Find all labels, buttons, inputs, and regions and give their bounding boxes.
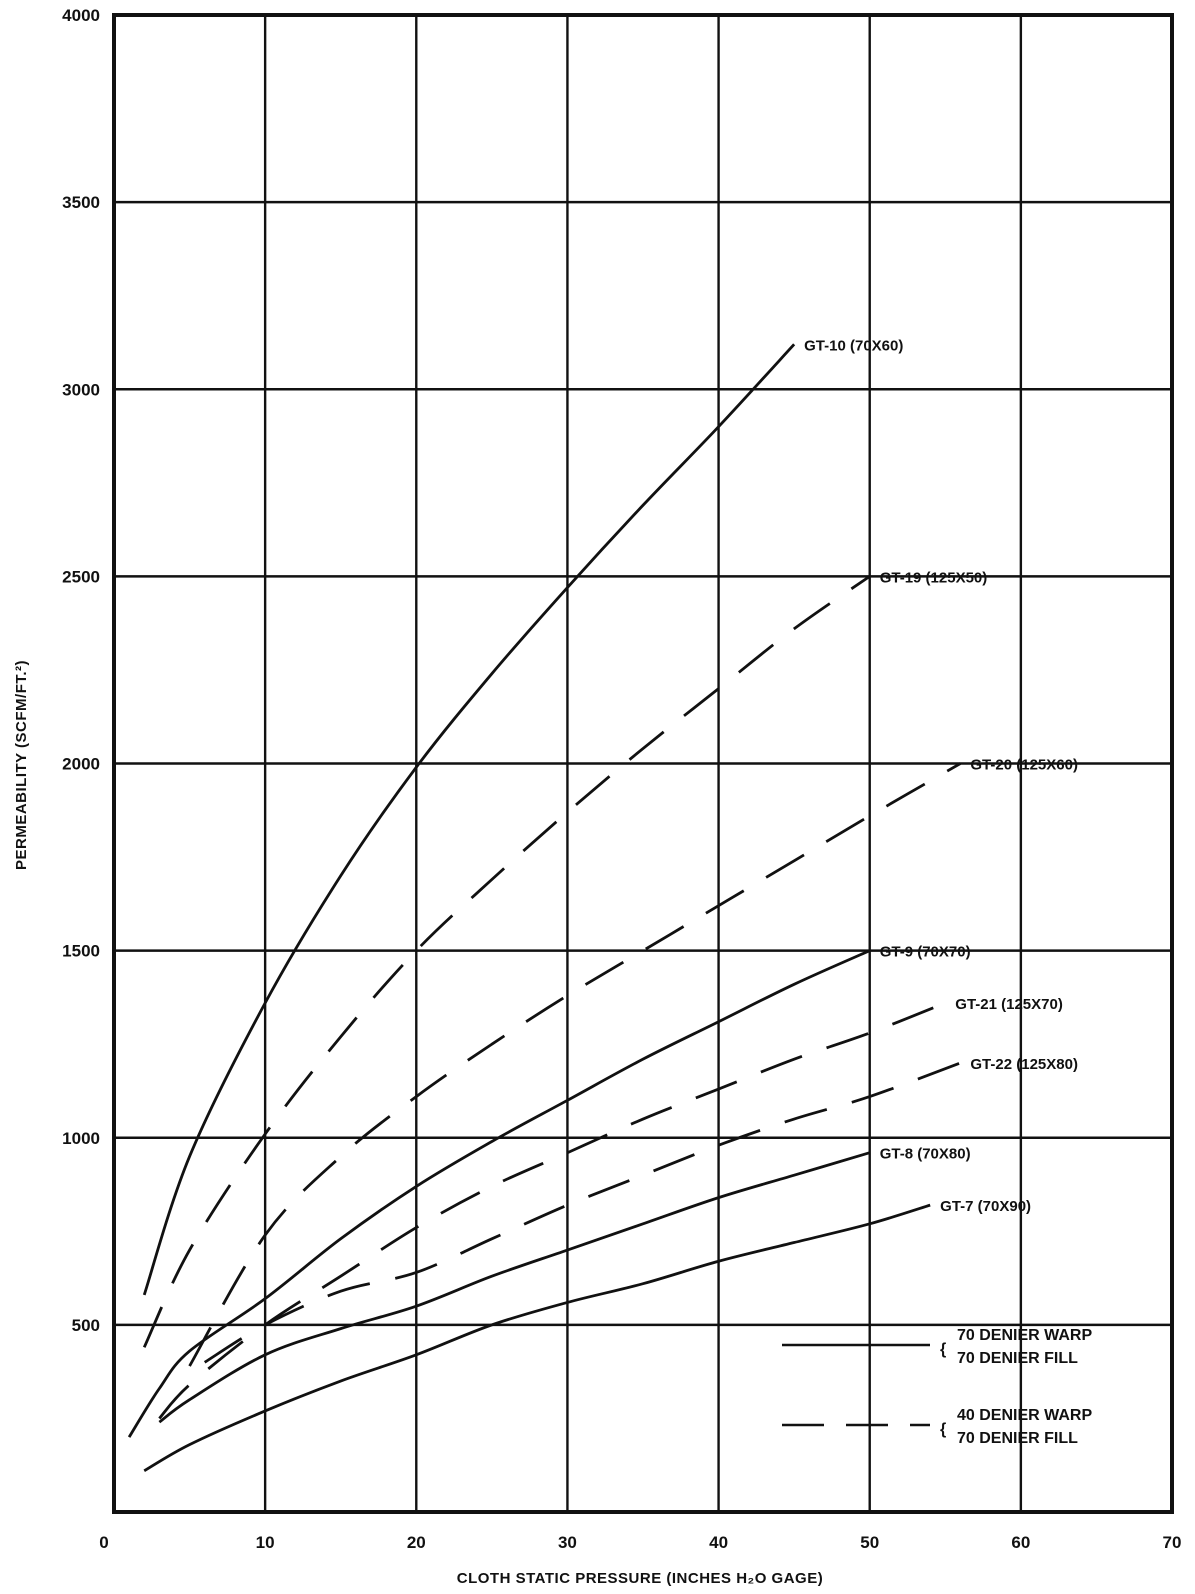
series-label: GT-21 (125X70)	[955, 996, 1063, 1013]
legend-solid-line2: 70 DENIER FILL	[957, 1350, 1078, 1367]
x-tick-label: 30	[558, 1533, 577, 1552]
x-tick-label: 20	[407, 1533, 426, 1552]
series-label: GT-20 (125X60)	[970, 757, 1078, 774]
series-label: GT-9 (70X70)	[880, 944, 971, 961]
y-tick-label: 2000	[62, 755, 100, 774]
series-curve	[127, 949, 871, 1438]
legend-dashed-line2: 70 DENIER FILL	[957, 1430, 1078, 1447]
x-tick-label: 70	[1163, 1533, 1182, 1552]
series-label: GT-22 (125X80)	[970, 1056, 1078, 1073]
curves	[127, 343, 962, 1473]
x-tick-label: 40	[709, 1533, 728, 1552]
curve-labels: GT-10 (70X60) GT-19 (125X50) GT-20 (125X60…	[804, 337, 1078, 1215]
y-tick-label: 2500	[62, 567, 100, 586]
legend-brace-1: {	[940, 1341, 946, 1358]
x-tick-labels: 0 10 20 30 40 50 60 70	[99, 1533, 1181, 1552]
y-axis-label: PERMEABILITY (SCFM/FT.²)	[13, 660, 30, 870]
legend-solid-line1: 70 DENIER WARP	[957, 1327, 1092, 1344]
y-tick-label: 3000	[62, 380, 100, 399]
y-tick-label: 3500	[62, 193, 100, 212]
legend-brace-2: {	[940, 1421, 946, 1438]
plot-frame	[112, 13, 1174, 1514]
series-label: GT-8 (70X80)	[880, 1146, 971, 1163]
series-curve	[142, 575, 871, 1348]
series-label: GT-7 (70X90)	[940, 1198, 1031, 1215]
series-curve	[158, 1151, 871, 1424]
legend: { 70 DENIER WARP 70 DENIER FILL { 40 DEN…	[782, 1327, 1092, 1447]
legend-dashed-line1: 40 DENIER WARP	[957, 1407, 1092, 1424]
x-tick-label: 60	[1011, 1533, 1030, 1552]
x-tick-label: 10	[256, 1533, 275, 1552]
x-axis-label: CLOTH STATIC PRESSURE (INCHES H₂O GAGE)	[457, 1570, 823, 1587]
grid	[114, 15, 1172, 1512]
y-tick-label: 500	[72, 1316, 100, 1335]
series-label: GT-19 (125X50)	[880, 569, 988, 586]
y-tick-label: 4000	[62, 6, 100, 25]
series-curve	[188, 762, 962, 1367]
series-label: GT-10 (70X60)	[804, 337, 903, 354]
x-tick-label: 50	[860, 1533, 879, 1552]
series-curve	[142, 343, 796, 1296]
y-tick-label: 1500	[62, 942, 100, 961]
y-tick-labels: 500 1000 1500 2000 2500 3000 3500 4000	[62, 6, 100, 1335]
y-tick-label: 1000	[62, 1129, 100, 1148]
series-curve	[143, 1203, 931, 1473]
x-tick-label: 0	[99, 1533, 108, 1552]
series-curve	[203, 1061, 961, 1364]
